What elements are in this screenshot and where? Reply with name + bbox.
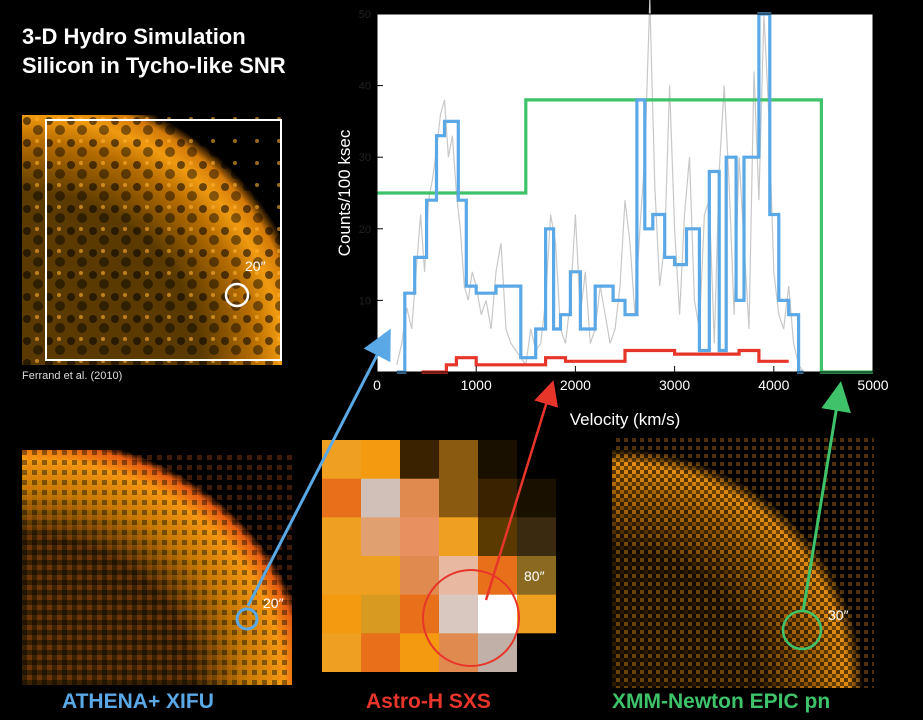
astroh-pixel — [361, 633, 401, 672]
astroh-pixel — [400, 517, 440, 557]
astroh-pixel — [439, 440, 479, 480]
astroh-pixel — [478, 478, 518, 518]
astroh-pixel — [322, 594, 362, 634]
y-tick-label-1: 10 — [359, 295, 371, 307]
athena-label: ATHENA+ XIFU — [62, 690, 214, 713]
astroh-pixel — [517, 440, 556, 480]
athena-image — [22, 450, 292, 685]
x-tick-label-0: 0 — [373, 377, 381, 393]
title-line-2: Silicon in Tycho-like SNR — [22, 53, 286, 78]
series-line-1 — [396, 12, 804, 374]
astroh-scale-circle — [422, 569, 520, 667]
astroh-pixel — [439, 556, 479, 596]
astroh-pixel — [478, 594, 518, 634]
astroh-pixel — [361, 594, 401, 634]
spectrum-chart: 0 1000 2000 3000 4000 5000 0 10 20 30 40 50 Velocit… — [335, 0, 889, 429]
y-tick-label-2: 20 — [359, 224, 371, 236]
y-tick-label-3: 30 — [359, 152, 371, 164]
axis-layer: 0 1000 2000 3000 4000 5000 0 10 20 30 40 50 — [359, 9, 889, 393]
astroh-pixel — [439, 517, 479, 557]
astroh-pixel — [361, 556, 401, 596]
astroh-pixel — [400, 633, 440, 672]
x-tick-label-5: 5000 — [857, 377, 888, 393]
astroh-pixel — [517, 633, 556, 672]
simulation-image — [22, 115, 282, 365]
astroh-pixel — [517, 478, 556, 518]
astroh-pixel — [322, 478, 362, 518]
plot-frame — [376, 13, 874, 373]
figure-title: 3-D Hydro Simulation Silicon in Tycho-li… — [22, 22, 352, 80]
astroh-pixel — [361, 440, 401, 480]
astroh-pixel — [439, 594, 479, 634]
x-tick-label-1: 1000 — [461, 377, 492, 393]
xmm-image — [612, 438, 874, 688]
x-tick-label-2: 2000 — [560, 377, 591, 393]
astroh-pixel — [400, 594, 440, 634]
astroh-pixel — [361, 517, 401, 557]
credit-text: Ferrand et al. (2010) — [22, 370, 123, 382]
astroh-pixel — [400, 478, 440, 518]
sim-scale-circle — [224, 282, 250, 308]
astroh-pixel — [400, 440, 440, 480]
astroh-pixel — [322, 633, 362, 672]
series-line-2 — [421, 348, 789, 374]
sim-scale-label: 20″ — [245, 258, 266, 274]
x-axis-label: Velocity (km/s) — [570, 410, 681, 429]
x-tick-label-3: 3000 — [659, 377, 690, 393]
astroh-pixel — [478, 440, 518, 480]
athena-scale-label: 20″ — [263, 595, 284, 611]
astroh-pixel — [517, 517, 556, 557]
astroh-pixel — [517, 594, 556, 634]
astroh-pixel — [478, 517, 518, 557]
astroh-pixel — [322, 517, 362, 557]
astroh-pixel — [322, 440, 362, 480]
astroh-pixel — [439, 478, 479, 518]
xmm-scale-label: 30″ — [828, 607, 849, 623]
xmm-scale-circle — [781, 609, 823, 651]
y-axis-label: Counts/100 ksec — [335, 129, 354, 256]
astroh-pixel — [478, 633, 518, 672]
astroh-label: Astro-H SXS — [366, 690, 491, 713]
xmm-label: XMM-Newton EPIC pn — [612, 690, 831, 713]
title-line-1: 3-D Hydro Simulation — [22, 24, 246, 49]
astroh-pixel — [322, 556, 362, 596]
y-tick-label-0: 0 — [365, 367, 371, 379]
y-tick-label-4: 40 — [359, 81, 371, 93]
astroh-pixel — [361, 478, 401, 518]
athena-scale-circle — [235, 607, 259, 631]
x-tick-label-4: 4000 — [758, 377, 789, 393]
y-tick-label-5: 50 — [359, 9, 371, 21]
astroh-scale-label: 80″ — [524, 568, 545, 584]
